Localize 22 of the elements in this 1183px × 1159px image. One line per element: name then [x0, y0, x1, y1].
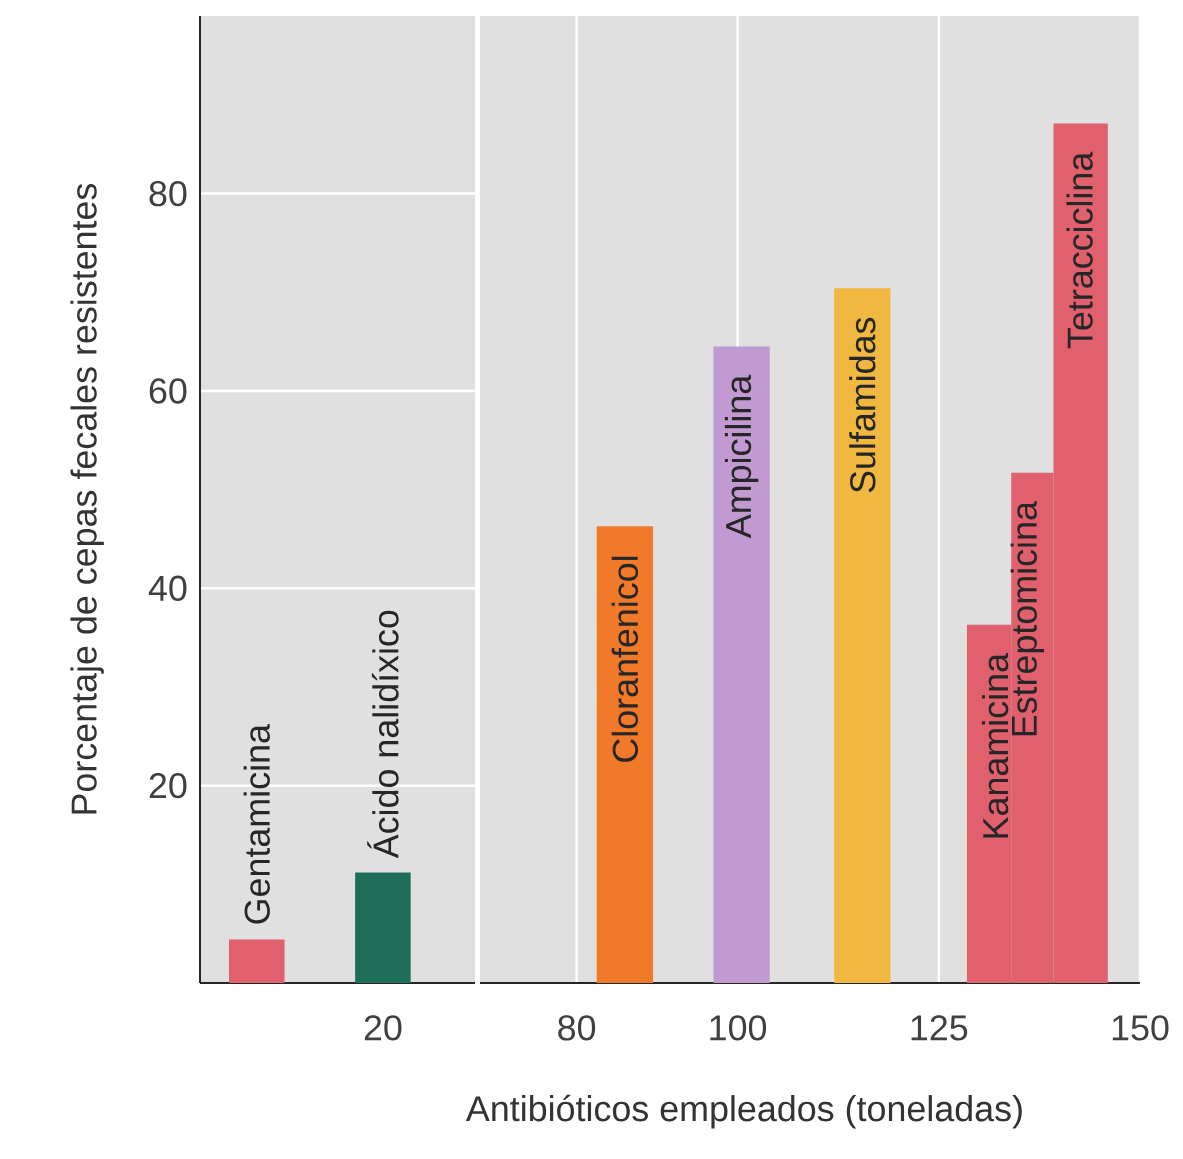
bar [834, 288, 891, 983]
text: Ácido nalidíxico [367, 610, 399, 859]
x-tick-label: 150 [1112, 1015, 1169, 1041]
x-tick-label: 80 [558, 1015, 596, 1041]
series-label: Tetracciclina [1066, 151, 1093, 349]
series-label: Ampicilina [724, 374, 759, 539]
series-label: Estreptomicina [1010, 501, 1045, 736]
series-label: Kanamicina [981, 653, 1009, 838]
y-tick-label: 80 [149, 180, 187, 207]
bar [596, 526, 654, 983]
series-label: Cloranfenicol [611, 556, 639, 762]
y-tick-label: 60 [149, 378, 187, 404]
y-axis-title: Porcentaje de cepas fecales resistentes [70, 183, 104, 814]
text: Gentamicina [243, 724, 270, 924]
x-tick-label: 20 [364, 1015, 402, 1041]
x-axis-title: Antibióticos empleados (toneladas) [465, 1094, 1022, 1129]
series-label: Sulfamidas [849, 317, 876, 493]
y-tick-label: 40 [148, 575, 187, 601]
y-tick-label: 20 [149, 772, 187, 799]
bar [713, 346, 770, 983]
x-tick-label: 125 [911, 1015, 968, 1041]
x-tick-label: 100 [710, 1015, 767, 1041]
